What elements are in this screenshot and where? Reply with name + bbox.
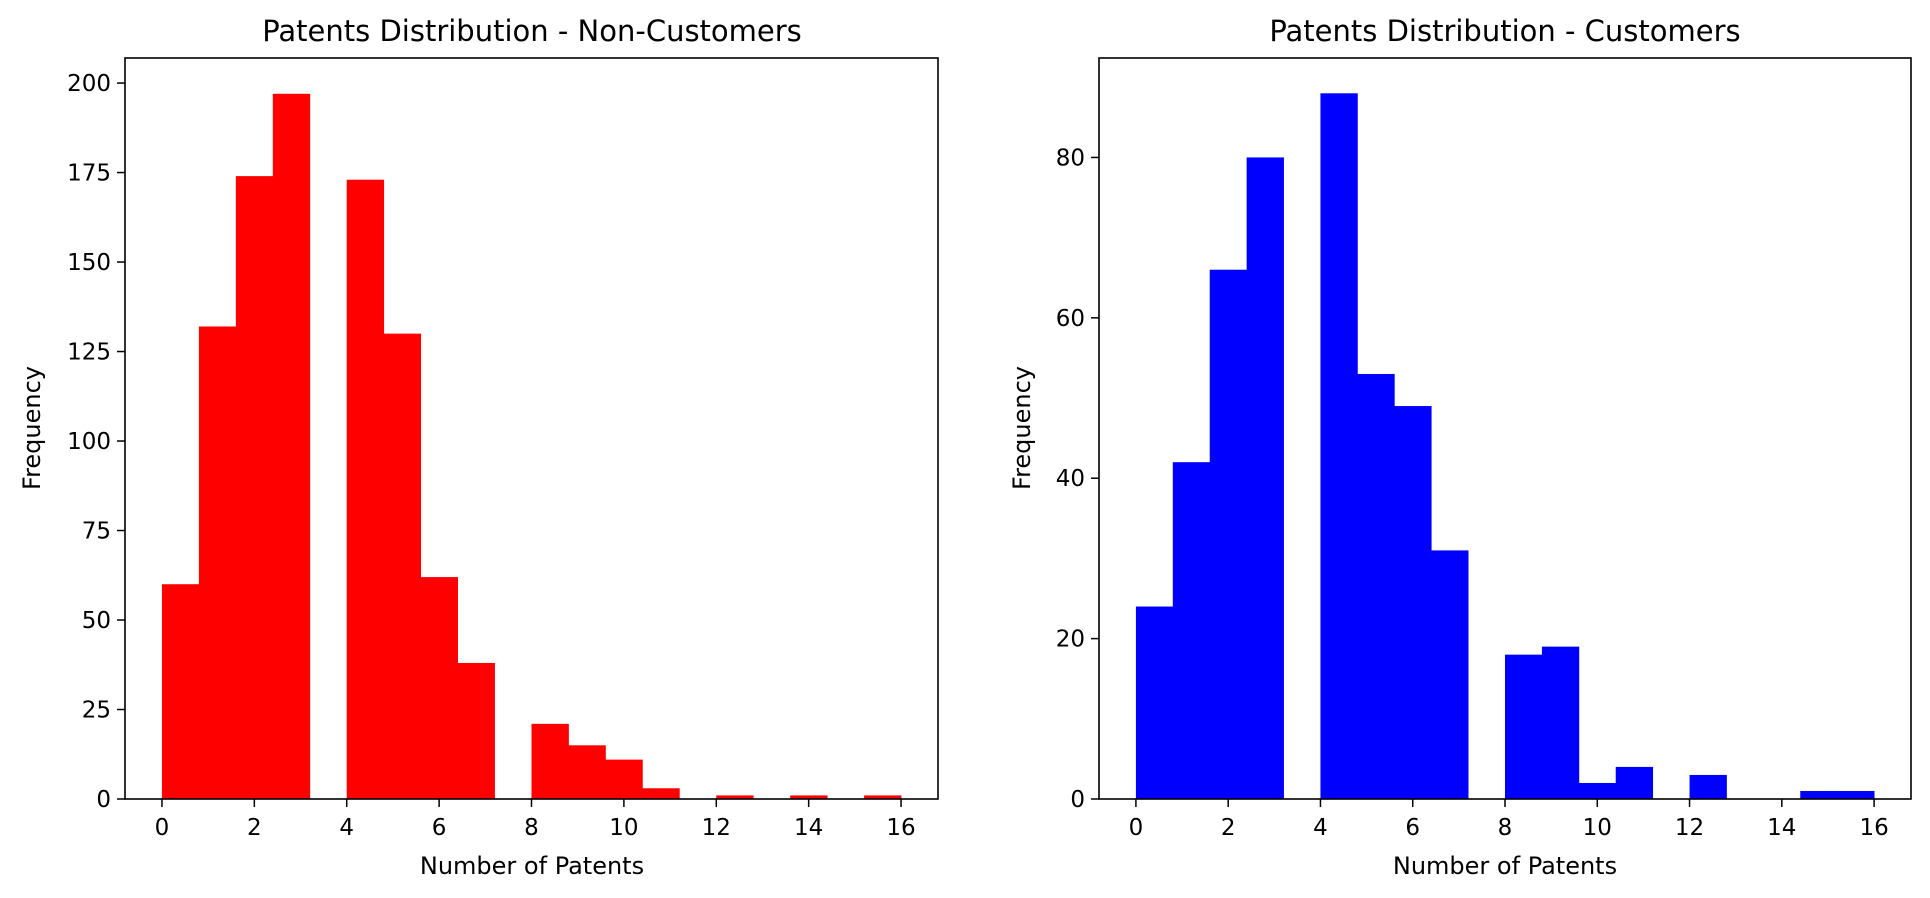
histogram-bar	[1246, 157, 1284, 799]
histogram-bar	[1541, 646, 1580, 799]
y-tick-label: 100	[67, 429, 111, 455]
y-tick-label: 150	[67, 250, 111, 276]
x-tick-label: 8	[1498, 815, 1513, 841]
y-tick-label: 25	[82, 698, 111, 724]
histogram-bar	[864, 795, 902, 799]
histogram-bar	[716, 795, 754, 799]
bars	[1135, 93, 1875, 800]
histogram-bar	[1505, 654, 1543, 799]
histogram-bar	[346, 179, 385, 799]
histogram-bar	[605, 759, 643, 799]
histogram-bar	[1800, 790, 1838, 799]
chart-title: Patents Distribution - Customers	[1269, 14, 1740, 48]
histogram-bar	[272, 93, 311, 800]
x-tick-label: 16	[1859, 815, 1888, 841]
y-tick-label: 20	[1056, 627, 1085, 653]
y-tick-label: 125	[67, 340, 111, 366]
x-axis-label: Number of Patents	[1393, 852, 1617, 880]
x-tick-label: 14	[794, 815, 823, 841]
x-tick-label: 16	[886, 815, 915, 841]
histogram-bar	[1172, 462, 1211, 799]
y-tick-label: 50	[82, 608, 111, 634]
x-tick-label: 2	[247, 815, 262, 841]
histogram-bar	[1689, 774, 1727, 799]
histogram-bar	[790, 795, 828, 799]
histogram-bar	[1615, 766, 1654, 799]
histogram-bar	[457, 662, 495, 799]
histogram-bar	[1394, 406, 1432, 799]
histogram-bar	[1357, 373, 1395, 799]
histogram-bar	[531, 723, 569, 799]
ticks: 0 2 4 6 8 10 12 14 16 0 25 50 75 100 125 150 175 200	[67, 71, 916, 841]
x-tick-label: 10	[609, 815, 638, 841]
y-tick-label: 40	[1056, 466, 1085, 492]
x-tick-label: 8	[524, 815, 539, 841]
y-tick-label: 0	[96, 787, 111, 813]
histogram-bar	[235, 176, 274, 799]
y-tick-label: 0	[1070, 787, 1085, 813]
x-tick-label: 12	[702, 815, 731, 841]
x-tick-label: 10	[1583, 815, 1612, 841]
histogram-bar	[1135, 606, 1174, 799]
y-axis-label: Frequency	[1008, 366, 1036, 490]
bars	[161, 93, 902, 800]
y-tick-label: 200	[67, 71, 111, 97]
x-tick-label: 0	[1129, 815, 1144, 841]
histogram-bar	[1431, 550, 1469, 799]
x-tick-label: 0	[155, 815, 170, 841]
histogram-bar	[1209, 269, 1248, 800]
x-axis-label: Number of Patents	[420, 852, 644, 880]
x-tick-label: 2	[1221, 815, 1236, 841]
y-tick-label: 60	[1056, 306, 1085, 332]
x-tick-label: 6	[432, 815, 447, 841]
x-tick-label: 4	[1313, 815, 1328, 841]
histogram-bar	[568, 745, 606, 799]
y-axis-label: Frequency	[18, 366, 46, 490]
x-tick-label: 14	[1767, 815, 1796, 841]
y-tick-label: 175	[67, 161, 111, 187]
y-tick-label: 75	[82, 519, 111, 545]
histogram-bar	[1320, 93, 1358, 800]
histogram-bar	[1837, 790, 1875, 799]
histogram-bar	[1578, 782, 1617, 799]
chart-title: Patents Distribution - Non-Customers	[262, 14, 802, 48]
histogram-bar	[642, 788, 680, 799]
chart-non-customers: Patents Distribution - Non-Customers 0 2 4…	[18, 14, 939, 880]
chart-customers: Patents Distribution - Customers 0 2 4 6 8 10…	[1008, 14, 1912, 880]
x-tick-label: 12	[1675, 815, 1704, 841]
plot-frame	[124, 57, 939, 800]
x-tick-label: 6	[1405, 815, 1420, 841]
histogram-bar	[420, 577, 458, 799]
ticks: 0 2 4 6 8 10 12 14 16 0 20 40 60 80	[1056, 145, 1889, 841]
plot-frame	[1098, 57, 1912, 800]
histogram-bar	[383, 333, 422, 799]
histogram-bar	[198, 326, 237, 799]
x-tick-label: 4	[339, 815, 354, 841]
y-tick-label: 80	[1056, 145, 1085, 171]
histogram-bar	[161, 584, 200, 799]
